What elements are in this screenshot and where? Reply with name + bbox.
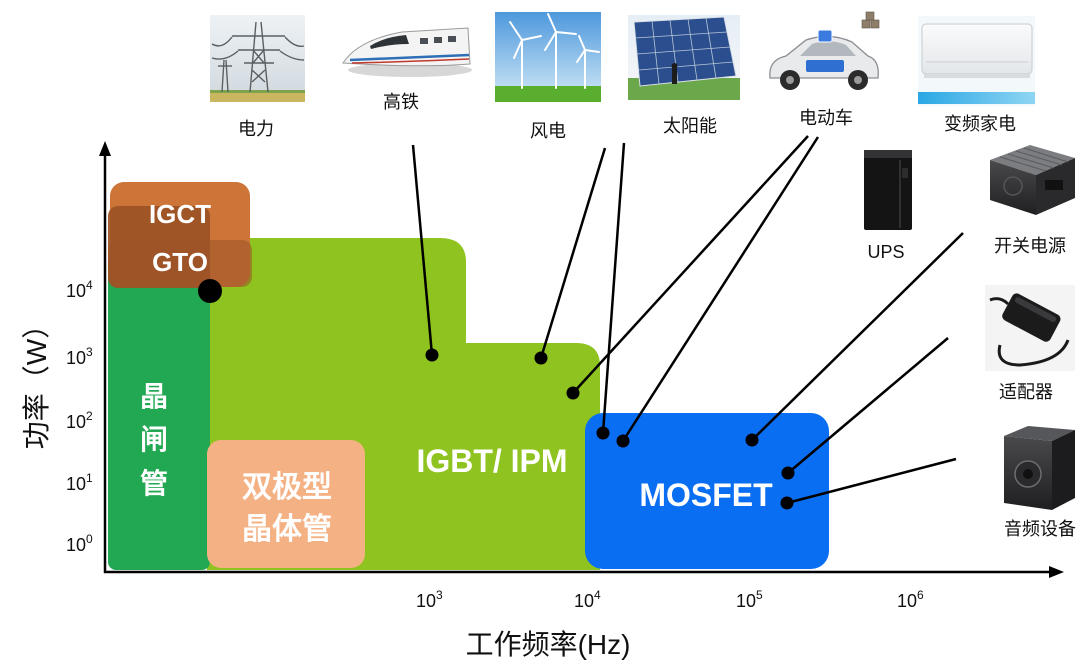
connector-line xyxy=(786,457,957,505)
y-tick-label: 103 xyxy=(66,345,93,368)
solar-panel-image xyxy=(628,15,740,100)
axes: 104 103 102 101 100 103 104 105 106 功率（W… xyxy=(21,141,1064,660)
electric-vehicle-label: 电动车 xyxy=(799,108,853,128)
device-regions: IGCT GTO 晶 闸 管 IGBT/ IPM 双极型 晶体管 MOSFET xyxy=(108,182,829,570)
x-axis-title: 工作频率(Hz) xyxy=(466,629,631,660)
y-tick-exponent: 4 xyxy=(86,278,93,292)
y-tick-exponent: 1 xyxy=(86,471,93,485)
y-tick-label: 101 xyxy=(66,471,93,494)
y-tick-exponent: 3 xyxy=(86,345,93,359)
connector-line xyxy=(751,232,964,441)
connector-dot xyxy=(596,426,610,440)
connector-line xyxy=(572,135,809,394)
x-tick-base: 10 xyxy=(897,591,917,611)
thyristor-label-char-1: 晶 xyxy=(140,381,168,412)
connector-line xyxy=(601,142,626,434)
x-axis-arrow xyxy=(1049,566,1064,578)
y-tick-label: 104 xyxy=(66,278,93,301)
y-tick-exponent: 2 xyxy=(86,409,93,423)
x-tick-label: 103 xyxy=(416,588,443,611)
connector-line xyxy=(787,337,949,474)
connector-line xyxy=(539,147,607,359)
y-tick-exponent: 0 xyxy=(86,532,93,546)
x-tick-exponent: 5 xyxy=(756,588,763,602)
connector-dot xyxy=(781,466,795,480)
x-tick-base: 10 xyxy=(416,591,436,611)
wind-turbine-image xyxy=(495,12,601,102)
adapter-label: 适配器 xyxy=(999,382,1053,402)
x-tick-exponent: 4 xyxy=(594,588,601,602)
x-tick-exponent: 3 xyxy=(436,588,443,602)
air-conditioner-image xyxy=(918,16,1035,106)
high-speed-rail-label: 高铁 xyxy=(383,92,419,112)
power-pylon-image xyxy=(210,15,305,102)
power-supply-unit-image xyxy=(990,145,1075,215)
ups-label: UPS xyxy=(867,242,904,262)
y-tick-base: 10 xyxy=(66,535,86,555)
solar-label: 太阳能 xyxy=(663,116,717,136)
connector-line xyxy=(411,144,434,356)
connector-dot xyxy=(534,351,548,365)
power-grid-label: 电力 xyxy=(238,119,274,139)
switching-power-supply-label: 开关电源 xyxy=(994,236,1066,256)
bipolar-transistor-label-line-2: 晶体管 xyxy=(242,513,332,546)
speaker-box-image xyxy=(1004,426,1075,510)
thyristor-label-char-2: 闸 xyxy=(140,424,168,455)
connector-line xyxy=(621,136,820,442)
mosfet-label: MOSFET xyxy=(639,477,773,513)
connector-dot xyxy=(780,496,794,510)
bullet-train-image xyxy=(342,27,472,77)
y-tick-label: 102 xyxy=(66,409,93,432)
connector-dot xyxy=(425,348,439,362)
connector-dot xyxy=(566,386,580,400)
y-tick-base: 10 xyxy=(66,412,86,432)
electric-car-image xyxy=(769,11,880,90)
y-tick-base: 10 xyxy=(66,474,86,494)
x-tick-label: 106 xyxy=(897,588,924,611)
audio-equipment-label: 音频设备 xyxy=(1004,519,1076,539)
y-tick-base: 10 xyxy=(66,281,86,301)
x-tick-label: 104 xyxy=(574,588,601,611)
connector-dot xyxy=(745,433,759,447)
x-tick-label: 105 xyxy=(736,588,763,611)
thyristor-region xyxy=(108,255,210,570)
power-grid-dot xyxy=(198,279,222,303)
igct-label: IGCT xyxy=(149,199,211,229)
gto-label: GTO xyxy=(152,247,208,277)
x-tick-base: 10 xyxy=(574,591,594,611)
gto-region-lower xyxy=(108,240,252,287)
mosfet-region xyxy=(585,413,829,569)
connector-dot xyxy=(616,434,630,448)
thyristor-label-char-3: 管 xyxy=(140,467,168,499)
bipolar-transistor-label-line-1: 双极型 xyxy=(242,471,332,504)
ups-tower-image xyxy=(864,150,912,230)
application-connectors xyxy=(198,135,964,510)
x-tick-base: 10 xyxy=(736,591,756,611)
y-axis-title: 功率（W） xyxy=(21,311,52,449)
y-tick-label: 100 xyxy=(66,532,93,555)
bipolar-transistor-region xyxy=(207,440,365,568)
inverter-appliance-label: 变频家电 xyxy=(944,114,1016,134)
x-tick-exponent: 6 xyxy=(917,588,924,602)
wind-power-label: 风电 xyxy=(530,121,566,141)
y-axis-arrow xyxy=(99,141,111,156)
power-adapter-image xyxy=(985,285,1075,371)
y-tick-base: 10 xyxy=(66,348,86,368)
igbt-ipm-label: IGBT/ IPM xyxy=(416,443,567,479)
